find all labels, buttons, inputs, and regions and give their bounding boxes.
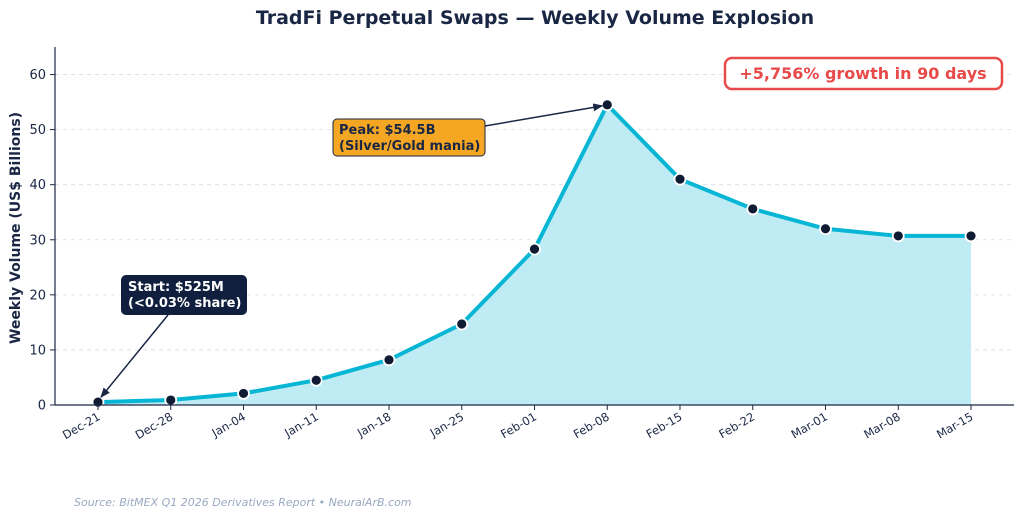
- y-tick-label: 20: [29, 288, 46, 303]
- data-point: [600, 98, 614, 112]
- y-tick-label: 0: [38, 399, 46, 414]
- x-tick-label: Feb-01: [498, 409, 539, 441]
- x-tick-label: Dec-28: [133, 409, 176, 442]
- y-tick-label: 10: [29, 343, 46, 358]
- data-point: [237, 387, 250, 400]
- x-tick-label: Mar-08: [861, 409, 902, 441]
- data-point: [382, 353, 396, 367]
- growth-badge: +5,756% growth in 90 days: [723, 56, 1004, 91]
- start-annotation: Start: $525M (<0.03% share): [100, 275, 247, 398]
- x-tick-label: Mar-01: [789, 409, 830, 441]
- peak-label-box: [332, 118, 486, 157]
- x-tick-label: Dec-21: [60, 409, 103, 442]
- data-point: [309, 373, 323, 387]
- data-point: [964, 229, 978, 243]
- peak-label-line1: Peak: $54.5B: [339, 123, 436, 138]
- x-tick-label: Jan-25: [427, 409, 466, 440]
- x-tick-label: Jan-18: [354, 409, 393, 440]
- x-tick-label: Jan-04: [209, 409, 248, 440]
- data-point: [891, 229, 905, 243]
- data-point: [164, 393, 178, 407]
- peak-label-line2: (Silver/Gold mania): [339, 139, 480, 154]
- x-tick-label: Feb-08: [571, 409, 612, 441]
- y-tick-label: 50: [29, 123, 46, 138]
- data-point: [528, 242, 541, 256]
- x-axis-ticks: Dec-21 Dec-28 Jan-04 Jan-11 Jan-18 Jan-25 Feb-…: [60, 405, 976, 442]
- data-points: [91, 98, 978, 409]
- y-tick-label: 40: [29, 178, 46, 193]
- source-note: Source: BitMEX Q1 2026 Derivatives Repor…: [74, 496, 412, 509]
- y-axis-ticks: 0 10 20 30 40 50 60: [29, 68, 55, 414]
- data-point: [455, 317, 469, 331]
- x-tick-label: Jan-11: [281, 409, 320, 440]
- chart-title: TradFi Perpetual Swaps — Weekly Volume E…: [256, 7, 814, 29]
- growth-badge-text: +5,756% growth in 90 days: [739, 64, 986, 83]
- y-axis-label: Weekly Volume (US$ Billions): [8, 112, 24, 344]
- start-label-box: [121, 275, 247, 315]
- x-tick-label: Feb-15: [644, 409, 685, 441]
- y-tick-label: 30: [29, 233, 46, 248]
- start-label-line1: Start: $525M: [128, 280, 224, 295]
- start-label-line2: (<0.03% share): [128, 296, 241, 311]
- x-tick-label: Mar-15: [934, 409, 975, 441]
- data-point: [746, 202, 760, 216]
- start-arrow: [100, 314, 169, 398]
- peak-arrow: [484, 103, 604, 127]
- data-point: [819, 222, 832, 236]
- peak-annotation: Peak: $54.5B (Silver/Gold mania): [332, 103, 604, 157]
- growth-badge-box: [723, 56, 1004, 91]
- data-point: [673, 172, 687, 186]
- x-tick-label: Feb-22: [716, 409, 757, 441]
- y-tick-label: 60: [29, 68, 46, 83]
